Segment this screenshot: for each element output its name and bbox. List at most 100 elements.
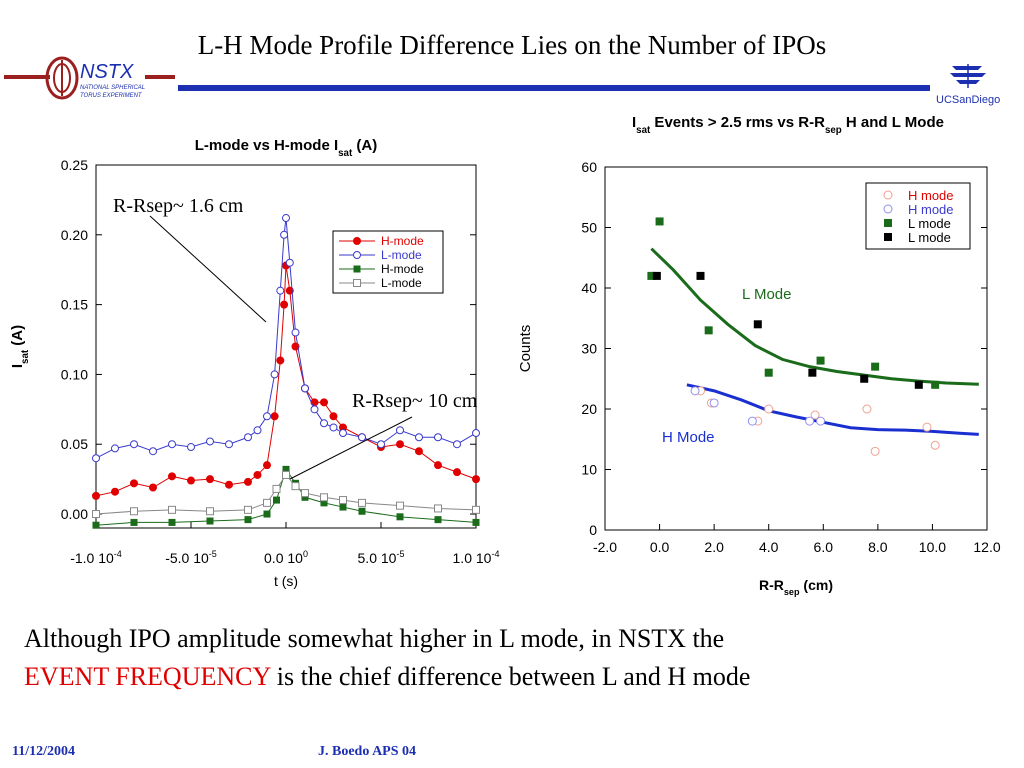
legend-label: L mode	[908, 230, 951, 245]
data-point	[130, 440, 138, 449]
data-point	[472, 518, 480, 526]
footer-date: 11/12/2004	[12, 744, 76, 759]
data-point	[263, 461, 271, 470]
legend-marker	[884, 233, 892, 241]
y-tick-label: 50	[581, 220, 597, 236]
chart-isat-vs-time: 0.00 0.05 0.10 0.15 0.20 0.25 -1.0 10-4 -5.0 10…	[9, 137, 500, 589]
data-point	[472, 475, 480, 484]
data-point	[453, 468, 461, 477]
data-point	[187, 476, 195, 485]
annotation-1p6cm-pointer	[149, 215, 267, 323]
data-point	[753, 416, 763, 426]
y-tick-label: 40	[581, 280, 597, 296]
x-tick-label: -2.0	[593, 539, 617, 555]
footer-author: J. Boedo APS 04	[318, 744, 417, 759]
data-point	[206, 507, 214, 516]
x-tick-label: -5.0 10-5	[165, 549, 217, 566]
data-point	[225, 440, 233, 449]
data-point	[280, 300, 289, 309]
series-line-2	[95, 468, 477, 526]
data-point	[930, 440, 940, 450]
header-rule-blue	[178, 85, 930, 91]
y-tick-label: 10	[581, 462, 597, 478]
data-point	[273, 496, 280, 504]
data-point	[747, 416, 757, 426]
legend-label: H-mode	[381, 234, 424, 248]
legend-box	[865, 182, 971, 250]
nstx-logo-sub2: TORUS EXPERIMENT	[80, 93, 143, 99]
chart-title: L-mode vs H-mode Isat (A)	[195, 137, 377, 159]
data-point	[320, 419, 328, 428]
data-point	[320, 499, 328, 507]
ucsd-logo: UCSanDiego	[936, 64, 1000, 106]
x-tick-label: 2.0	[704, 539, 724, 555]
series-line-3	[95, 474, 477, 515]
data-point	[690, 386, 700, 396]
data-point	[111, 444, 119, 453]
data-point	[92, 521, 100, 529]
data-point	[310, 405, 319, 414]
data-point	[320, 398, 328, 407]
x-tick-label: 0.0	[650, 539, 670, 555]
data-point	[358, 433, 366, 442]
legend-label: L-mode	[381, 276, 422, 290]
data-point	[753, 320, 762, 329]
y-tick-label: 0.00	[61, 506, 88, 522]
data-point	[647, 271, 656, 280]
y-tick-label: 0	[589, 522, 597, 538]
data-point	[434, 461, 442, 470]
data-point	[272, 484, 281, 493]
nstx-logo-sub1: NATIONAL SPHERICAL	[80, 85, 145, 91]
caption-line1: Although IPO amplitude somewhat higher i…	[24, 624, 725, 653]
y-tick-label: 0.20	[61, 227, 88, 243]
legend-label: H mode	[908, 188, 954, 203]
data-point	[415, 447, 423, 456]
data-point	[862, 404, 872, 414]
legend-marker	[353, 265, 361, 273]
y-tick-label: 20	[581, 401, 597, 417]
x-axis-label: R-Rsep (cm)	[759, 577, 833, 597]
data-point	[871, 362, 880, 371]
data-point	[282, 214, 290, 223]
data-point	[206, 475, 214, 484]
y-axis-label: Isat (A)	[9, 325, 31, 368]
data-point	[764, 404, 774, 414]
data-point	[434, 433, 442, 442]
data-point	[253, 426, 262, 435]
data-point	[339, 429, 347, 438]
x-tick-label: 1.0 10-4	[453, 549, 500, 566]
legend-marker	[353, 251, 361, 259]
legend-label: L mode	[908, 216, 951, 231]
x-tick-label: 6.0	[814, 539, 834, 555]
legend-marker	[353, 279, 361, 287]
nstx-logo: NSTX NATIONAL SPHERICAL TORUS EXPERIMENT	[45, 56, 145, 100]
data-point	[244, 477, 252, 486]
chart-title: Isat Events > 2.5 rms vs R-Rsep H and L …	[632, 114, 944, 136]
data-point	[870, 446, 880, 456]
x-tick-label: 12.0	[973, 539, 1000, 555]
data-point	[709, 398, 719, 408]
data-point	[860, 374, 869, 383]
y-tick-label: 0.05	[61, 436, 88, 452]
data-point	[816, 356, 825, 365]
data-point	[244, 433, 252, 442]
data-point	[263, 498, 271, 507]
data-point	[434, 516, 442, 524]
data-point	[149, 483, 157, 492]
data-point	[764, 368, 773, 377]
data-point	[434, 504, 442, 513]
data-point	[816, 416, 826, 426]
y-tick-label: 30	[581, 341, 597, 357]
data-point	[291, 328, 300, 337]
data-point	[377, 440, 385, 449]
data-point	[276, 356, 285, 365]
data-point	[282, 470, 290, 479]
data-point	[472, 429, 480, 438]
data-point	[225, 480, 233, 489]
data-point	[92, 510, 100, 519]
data-point	[415, 433, 423, 442]
legend-marker	[353, 237, 361, 245]
x-tick-label: -1.0 10-4	[70, 549, 122, 566]
nstx-logo-text: NSTX	[80, 61, 134, 83]
data-point	[704, 326, 713, 335]
